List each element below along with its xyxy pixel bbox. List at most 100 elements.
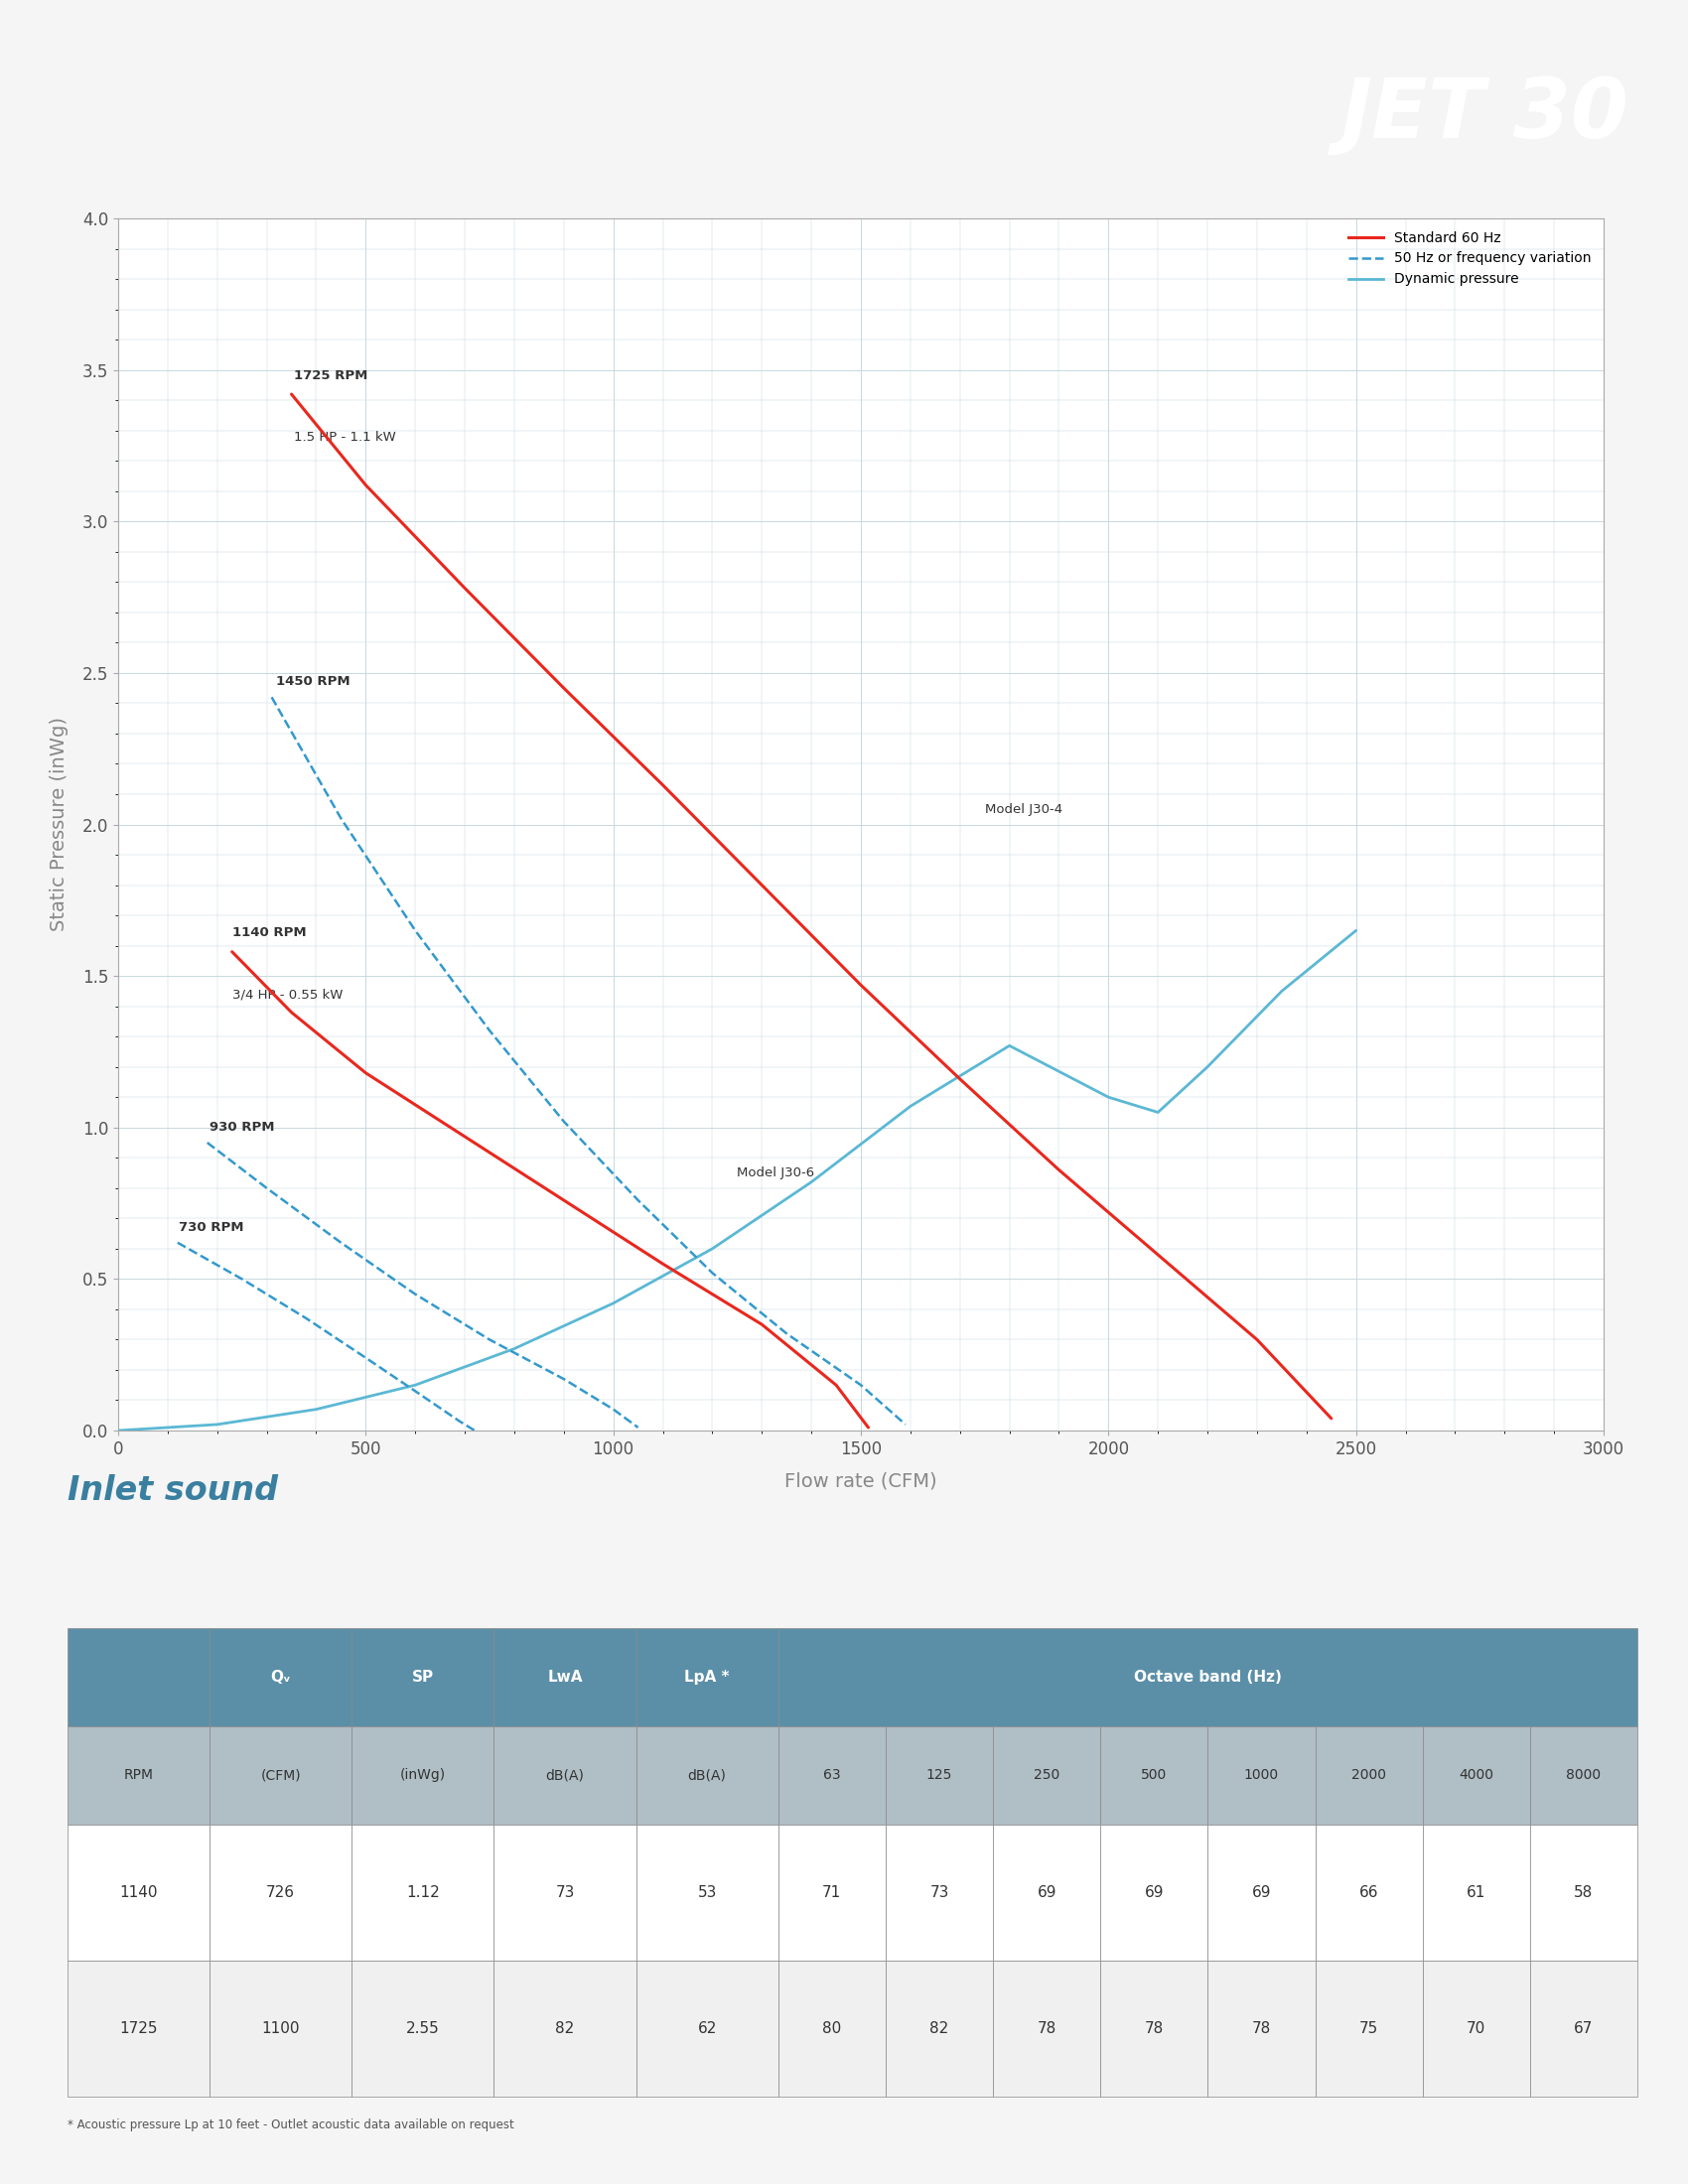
Text: 1.5 HP - 1.1 kW: 1.5 HP - 1.1 kW [294,430,397,443]
Text: dB(A): dB(A) [545,1769,584,1782]
Bar [636,1824,778,1961]
Text: 73: 73 [930,1885,949,1900]
Text: 500: 500 [1141,1769,1166,1782]
Bar [68,1725,209,1824]
Bar [351,1725,495,1824]
Text: 75: 75 [1359,2020,1379,2035]
Bar [351,1961,495,2097]
Text: Model J30-4: Model J30-4 [984,804,1062,817]
Text: 58: 58 [1575,1885,1593,1900]
Text: LwA: LwA [547,1671,582,1684]
Text: 82: 82 [930,2020,949,2035]
Text: 53: 53 [697,1885,717,1900]
Text: 69: 69 [1036,1885,1057,1900]
Text: 67: 67 [1573,2020,1593,2035]
Bar [1101,1725,1209,1824]
Text: Inlet sound: Inlet sound [68,1474,279,1507]
Legend: Standard 60 Hz, 50 Hz or frequency variation, Dynamic pressure: Standard 60 Hz, 50 Hz or frequency varia… [1344,225,1597,293]
Bar [68,1627,209,1725]
Text: 1725: 1725 [120,2020,157,2035]
Text: (CFM): (CFM) [260,1769,300,1782]
Text: 730 RPM: 730 RPM [179,1221,243,1234]
Text: 2.55: 2.55 [407,2020,439,2035]
Bar [1423,1824,1529,1961]
Text: 61: 61 [1467,1885,1485,1900]
Text: 80: 80 [822,2020,841,2035]
Text: 726: 726 [267,1885,295,1900]
Text: Qᵥ: Qᵥ [270,1671,290,1684]
Bar [1423,1725,1529,1824]
Text: 1450 RPM: 1450 RPM [275,675,349,688]
Text: 4000: 4000 [1458,1769,1494,1782]
Bar [636,1961,778,2097]
Bar [1315,1725,1423,1824]
Text: 62: 62 [697,2020,717,2035]
Bar [1529,1725,1637,1824]
Bar [636,1627,778,1725]
Bar [1529,1824,1637,1961]
Text: 71: 71 [822,1885,841,1900]
Bar [993,1824,1101,1961]
Bar [778,1824,886,1961]
Text: JET 30: JET 30 [1340,74,1629,155]
Bar [68,1824,209,1961]
Bar [68,1961,209,2097]
Bar [495,1961,636,2097]
Y-axis label: Static Pressure (inWg): Static Pressure (inWg) [49,716,69,933]
Bar [778,1627,1637,1725]
Text: 73: 73 [555,1885,574,1900]
Text: 1140 RPM: 1140 RPM [231,926,306,939]
Text: 70: 70 [1467,2020,1485,2035]
Text: * Acoustic pressure Lp at 10 feet - Outlet acoustic data available on request: * Acoustic pressure Lp at 10 feet - Outl… [68,2118,515,2132]
Bar [993,1725,1101,1824]
Text: 1100: 1100 [262,2020,300,2035]
Text: dB(A): dB(A) [687,1769,726,1782]
Bar [886,1725,993,1824]
Bar [1101,1961,1209,2097]
Bar [1101,1824,1209,1961]
Bar [1209,1961,1315,2097]
Text: 8000: 8000 [1566,1769,1602,1782]
Bar [209,1627,351,1725]
Bar [778,1725,886,1824]
Text: 1725 RPM: 1725 RPM [294,369,368,382]
X-axis label: Flow rate (CFM): Flow rate (CFM) [785,1472,937,1492]
Text: Octave band (Hz): Octave band (Hz) [1134,1671,1281,1684]
Text: SP: SP [412,1671,434,1684]
Text: 69: 69 [1252,1885,1271,1900]
Text: 1.12: 1.12 [407,1885,439,1900]
Bar [886,1824,993,1961]
Bar [993,1961,1101,2097]
Bar [1209,1824,1315,1961]
Bar [1315,1961,1423,2097]
Text: 3/4 HP - 0.55 kW: 3/4 HP - 0.55 kW [231,987,343,1000]
Text: 250: 250 [1033,1769,1060,1782]
Text: 2000: 2000 [1352,1769,1386,1782]
Text: RPM: RPM [123,1769,154,1782]
Text: 78: 78 [1252,2020,1271,2035]
Bar [1529,1961,1637,2097]
Text: 69: 69 [1144,1885,1163,1900]
Text: 125: 125 [927,1769,952,1782]
Bar [209,1725,351,1824]
Bar [1315,1824,1423,1961]
Text: 66: 66 [1359,1885,1379,1900]
Text: 930 RPM: 930 RPM [209,1120,275,1133]
Bar [1209,1725,1315,1824]
Bar [209,1824,351,1961]
Text: 63: 63 [824,1769,841,1782]
Bar [636,1725,778,1824]
Text: Model J30-6: Model J30-6 [738,1166,815,1179]
Text: 1140: 1140 [120,1885,157,1900]
Bar [778,1961,886,2097]
Bar [495,1725,636,1824]
Bar [886,1961,993,2097]
Text: LpA *: LpA * [685,1671,729,1684]
Bar [351,1824,495,1961]
Text: 78: 78 [1036,2020,1057,2035]
Text: 78: 78 [1144,2020,1163,2035]
Bar [495,1824,636,1961]
Bar [209,1961,351,2097]
Text: 82: 82 [555,2020,574,2035]
Text: 1000: 1000 [1244,1769,1280,1782]
